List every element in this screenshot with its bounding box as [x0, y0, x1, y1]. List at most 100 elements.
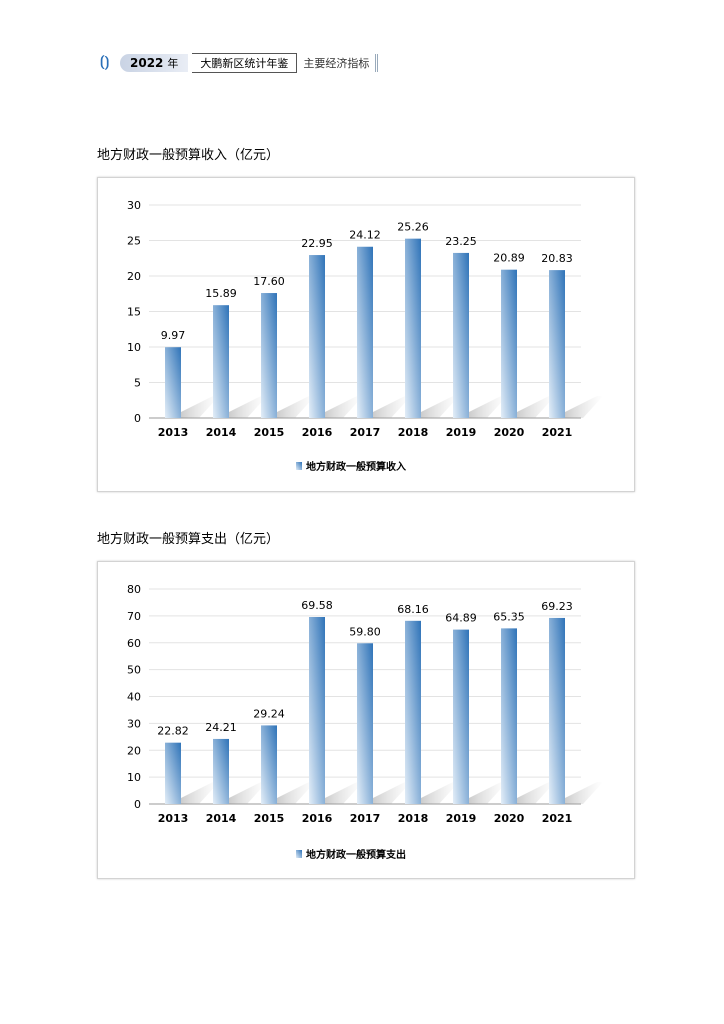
data-label: 25.26 — [397, 221, 429, 234]
y-tick-label: 20 — [127, 270, 141, 283]
bar-shadow — [469, 396, 507, 418]
bar-shadow — [469, 782, 507, 804]
bar — [165, 347, 181, 418]
bar — [549, 617, 565, 804]
bar — [309, 255, 325, 418]
data-label: 15.89 — [205, 287, 237, 300]
bar — [501, 269, 517, 418]
x-tick-label: 2021 — [542, 812, 573, 825]
y-tick-label: 0 — [134, 412, 141, 425]
data-label: 24.12 — [349, 229, 381, 242]
bar — [453, 252, 469, 418]
x-tick-label: 2016 — [302, 426, 333, 439]
bar-shadow — [325, 396, 363, 418]
bar — [261, 293, 277, 418]
legend-swatch — [296, 462, 302, 470]
y-tick-label: 60 — [127, 637, 141, 650]
data-label: 64.89 — [445, 612, 477, 625]
data-label: 17.60 — [253, 275, 285, 288]
x-tick-label: 2019 — [446, 426, 477, 439]
running-header: ⟮⟯ 2022 年 大鹏新区统计年鉴 主要经济指标 — [100, 53, 379, 73]
x-tick-label: 2018 — [398, 812, 429, 825]
section-title: 主要经济指标 — [297, 54, 379, 72]
bar-shadow — [565, 396, 603, 418]
y-tick-label: 50 — [127, 664, 141, 677]
year-text: 2022 — [130, 56, 164, 70]
y-tick-label: 25 — [127, 235, 141, 248]
bar-shadow — [517, 396, 555, 418]
bar-shadow — [565, 782, 603, 804]
y-tick-label: 10 — [127, 341, 141, 354]
x-tick-label: 2013 — [158, 812, 189, 825]
data-label: 59.80 — [349, 625, 381, 638]
legend-label: 地方财政一般预算支出 — [306, 848, 406, 861]
y-tick-label: 15 — [127, 306, 141, 319]
data-label: 22.82 — [157, 725, 189, 738]
bar-shadow — [229, 782, 267, 804]
bar-shadow — [277, 782, 315, 804]
bar-shadow — [517, 782, 555, 804]
y-tick-label: 5 — [134, 377, 141, 390]
legend-swatch — [296, 850, 302, 858]
data-label: 24.21 — [205, 721, 237, 734]
bar-shadow — [373, 396, 411, 418]
x-tick-label: 2015 — [254, 812, 285, 825]
bar-shadow — [229, 396, 267, 418]
data-label: 9.97 — [161, 329, 186, 342]
data-label: 22.95 — [301, 237, 333, 250]
bar-shadow — [181, 396, 219, 418]
x-tick-label: 2017 — [350, 812, 381, 825]
y-tick-label: 30 — [127, 199, 141, 212]
chart-svg-revenue: 0 5 10 15 20 25 30 9.97 2013 15.89 2014 17.60 2015 22… — [127, 199, 603, 473]
x-tick-label: 2014 — [206, 426, 237, 439]
bar — [213, 305, 229, 418]
y-tick-label: 40 — [127, 691, 141, 704]
x-tick-label: 2014 — [206, 812, 237, 825]
chart-title-expenditure: 地方财政一般预算支出（亿元） — [97, 532, 280, 547]
book-title: 大鹏新区统计年鉴 — [192, 53, 298, 73]
x-tick-label: 2016 — [302, 812, 333, 825]
x-tick-label: 2020 — [494, 426, 525, 439]
bar — [357, 643, 373, 804]
year-suffix: 年 — [167, 57, 179, 70]
y-tick-label: 30 — [127, 717, 141, 730]
bar — [357, 246, 373, 418]
y-tick-label: 70 — [127, 610, 141, 623]
x-tick-label: 2015 — [254, 426, 285, 439]
bar — [405, 620, 421, 804]
bar — [453, 629, 469, 804]
data-label: 68.16 — [397, 603, 429, 616]
data-label: 65.35 — [493, 610, 525, 623]
bar — [261, 725, 277, 804]
bar-shadow — [181, 782, 219, 804]
bar — [405, 238, 421, 418]
bar — [549, 270, 565, 418]
chart-expenditure: 0 10 20 30 40 50 60 70 80 22.82 2013 24.21 2014 29.24… — [97, 561, 635, 879]
bar — [213, 738, 229, 804]
bar-shadow — [421, 782, 459, 804]
y-tick-label: 10 — [127, 771, 141, 784]
x-tick-label: 2020 — [494, 812, 525, 825]
bar — [309, 617, 325, 804]
data-label: 23.25 — [445, 235, 477, 248]
bar — [501, 628, 517, 804]
y-tick-label: 20 — [127, 744, 141, 757]
data-label: 20.83 — [541, 252, 573, 265]
bar-shadow — [325, 782, 363, 804]
data-label: 69.23 — [541, 600, 573, 613]
yearbook-logo-icon: ⟮⟯ — [100, 54, 110, 70]
x-tick-label: 2017 — [350, 426, 381, 439]
chart-revenue: 0 5 10 15 20 25 30 9.97 2013 15.89 2014 17.60 2015 22… — [97, 177, 635, 492]
bar-shadow — [373, 782, 411, 804]
bar-shadow — [421, 396, 459, 418]
header-year: 2022 年 — [120, 54, 189, 72]
bar-shadow — [277, 396, 315, 418]
x-tick-label: 2013 — [158, 426, 189, 439]
y-tick-label: 80 — [127, 583, 141, 596]
chart-title-revenue: 地方财政一般预算收入（亿元） — [97, 148, 280, 163]
legend-label: 地方财政一般预算收入 — [306, 460, 406, 473]
data-label: 29.24 — [253, 707, 285, 720]
data-label: 69.58 — [301, 599, 333, 612]
chart-svg-expenditure: 0 10 20 30 40 50 60 70 80 22.82 2013 24.21 2014 29.24… — [127, 583, 603, 861]
x-tick-label: 2019 — [446, 812, 477, 825]
